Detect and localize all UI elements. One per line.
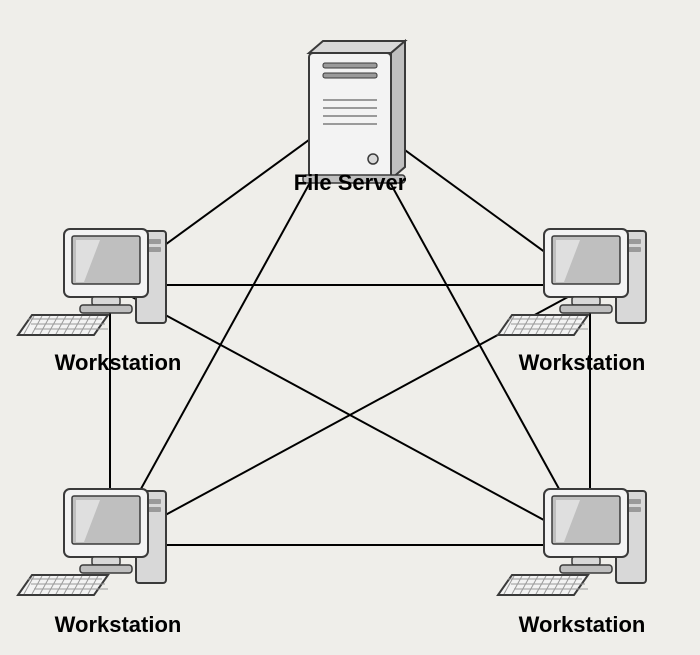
node-label: Workstation	[519, 350, 646, 376]
keyboard-icon	[18, 575, 108, 595]
node-label: Workstation	[55, 350, 182, 376]
network-diagram: File Server Workstation Workstation Worksta…	[0, 0, 700, 655]
node-label: Workstation	[55, 612, 182, 638]
node-label: Workstation	[519, 612, 646, 638]
diagram-canvas	[0, 0, 700, 655]
server-icon	[303, 41, 405, 183]
keyboard-icon	[498, 575, 588, 595]
keyboard-icon	[498, 315, 588, 335]
keyboard-icon	[18, 315, 108, 335]
node-label: File Server	[294, 170, 407, 196]
